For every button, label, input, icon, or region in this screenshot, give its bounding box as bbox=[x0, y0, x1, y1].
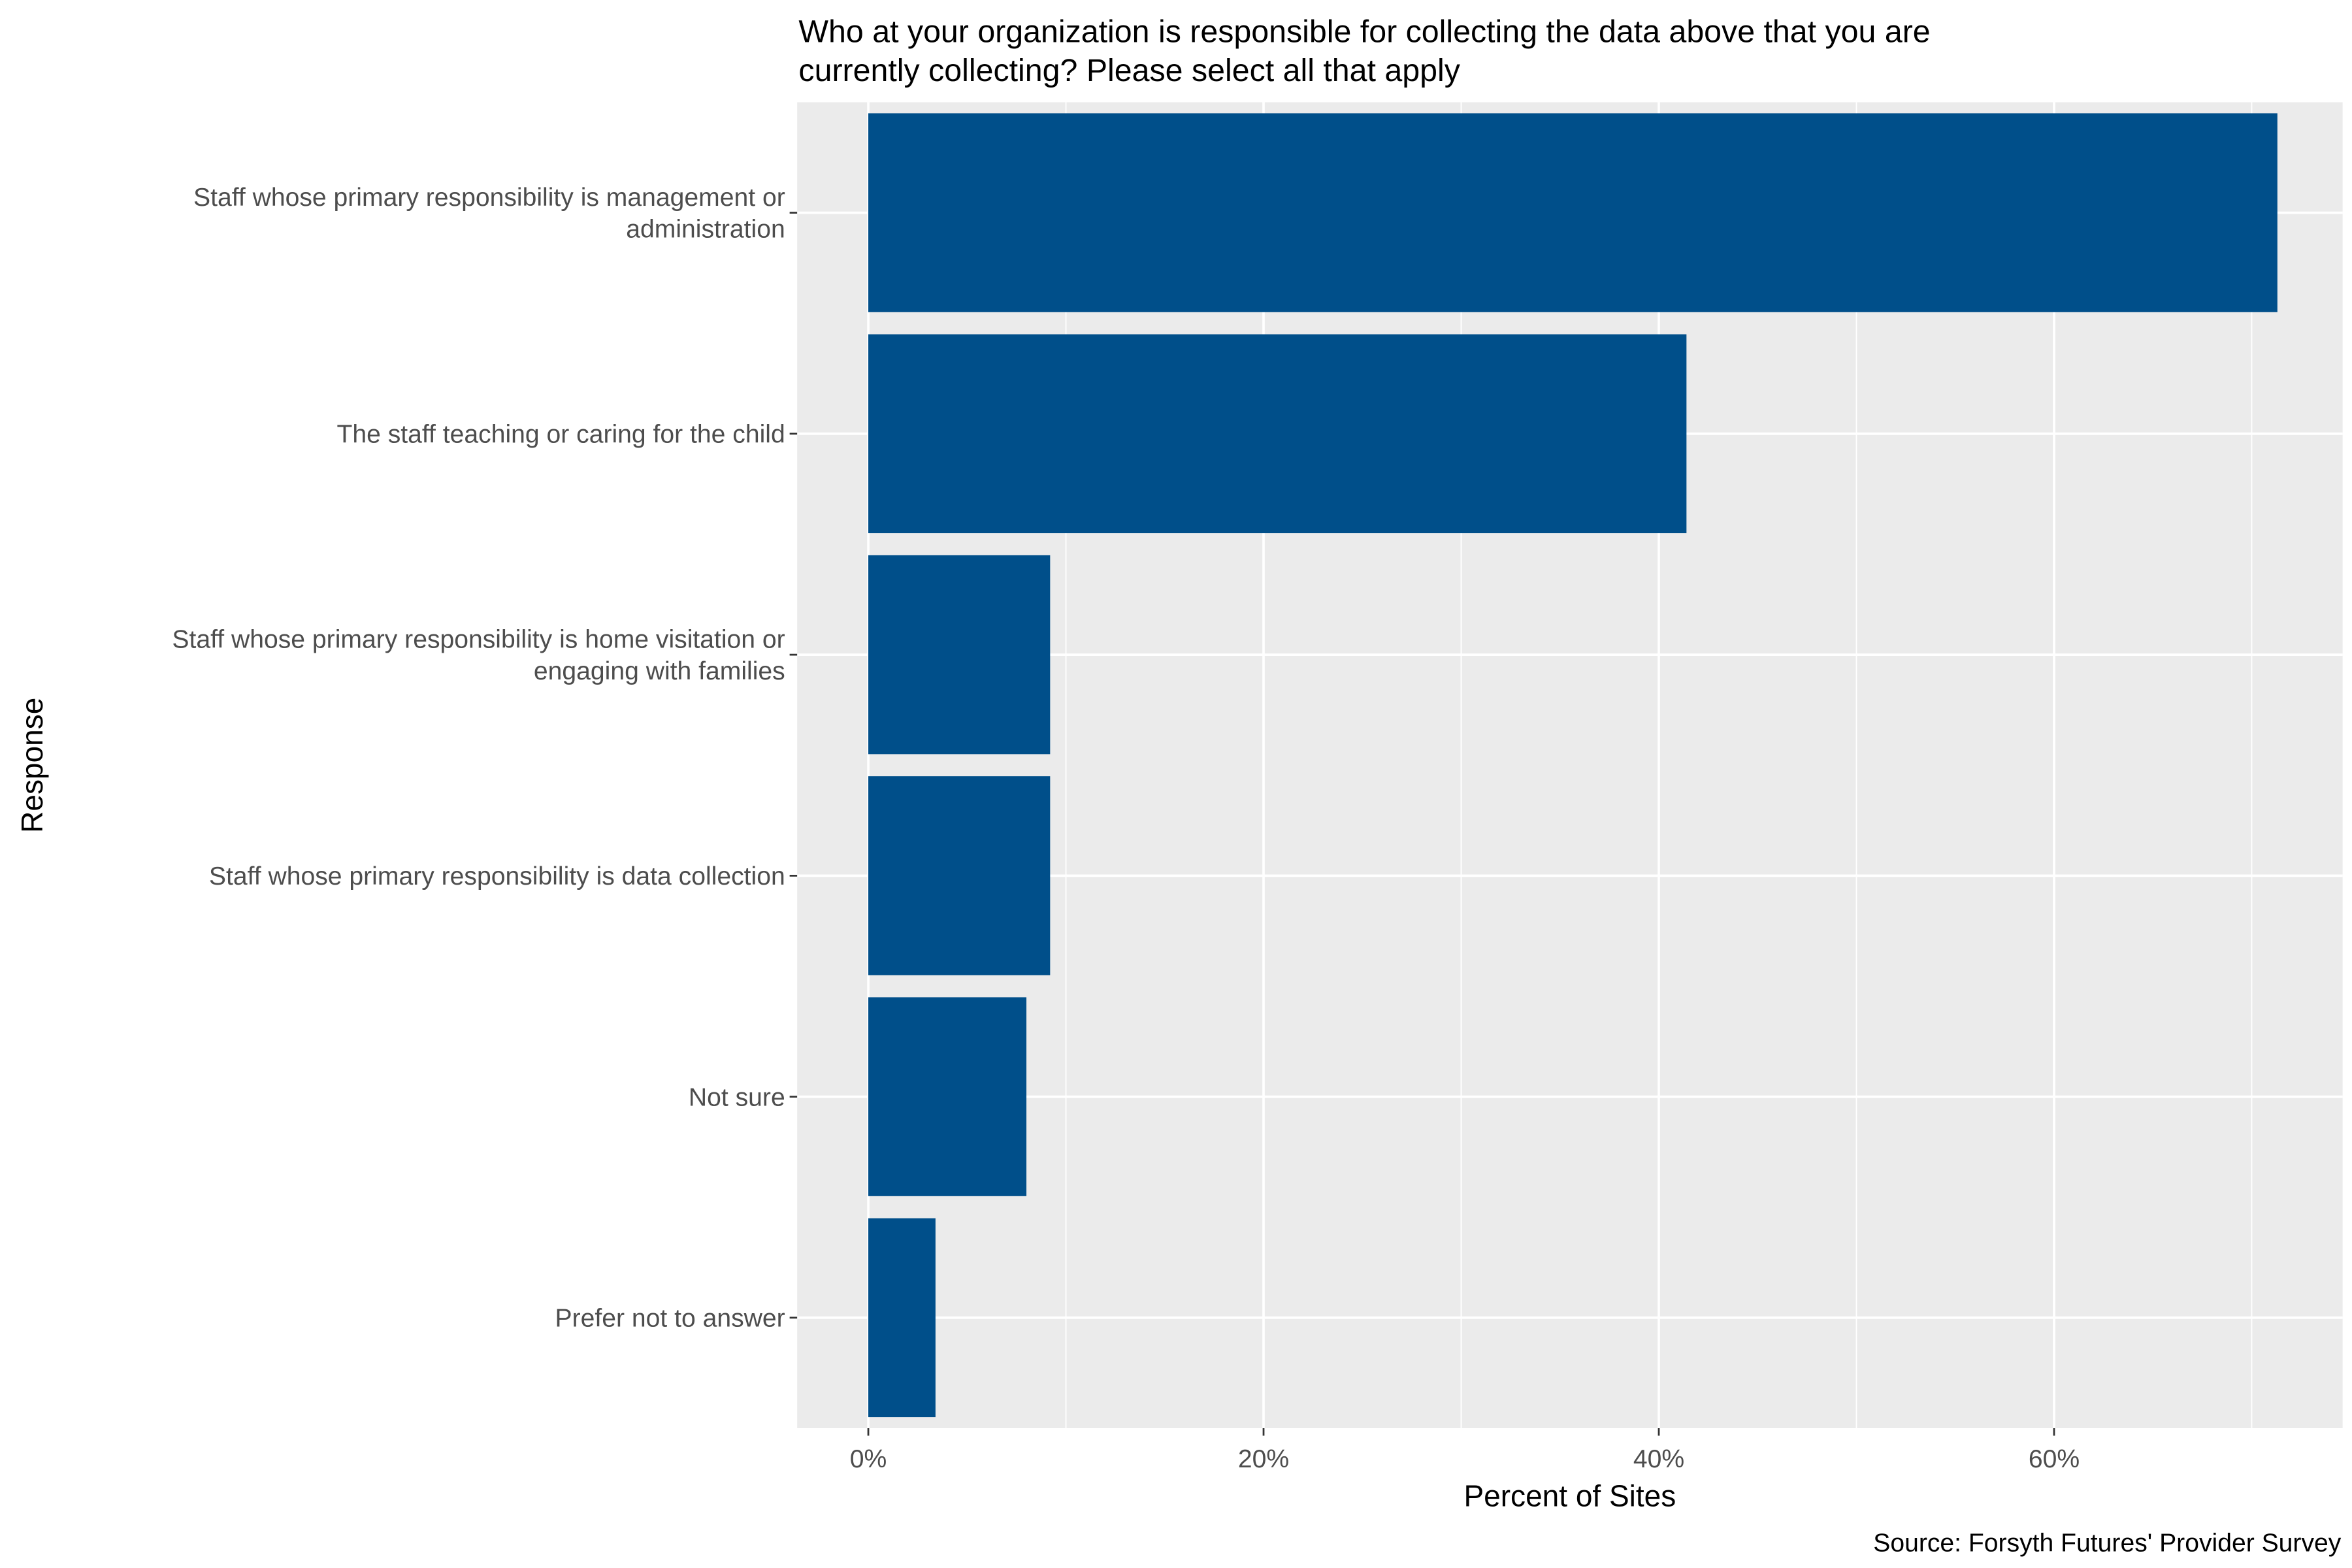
bar bbox=[868, 113, 2278, 312]
y-tick-label: Prefer not to answer bbox=[555, 1305, 785, 1333]
x-axis-title: Percent of Sites bbox=[1463, 1479, 1676, 1513]
chart-title-line-2: currently collecting? Please select all … bbox=[798, 53, 1460, 88]
bar bbox=[868, 1218, 936, 1418]
y-tick-label: Staff whose primary responsibility is da… bbox=[209, 862, 785, 890]
y-tick-label: Staff whose primary responsibility is ma… bbox=[193, 184, 785, 212]
plot-panel bbox=[797, 102, 2343, 1429]
bar bbox=[868, 555, 1051, 755]
x-tick-label: 0% bbox=[850, 1445, 887, 1473]
y-tick-label: engaging with families bbox=[534, 657, 785, 685]
caption: Source: Forsyth Futures' Provider Survey bbox=[1873, 1529, 2341, 1558]
y-tick-label: administration bbox=[626, 216, 785, 244]
bar bbox=[868, 997, 1027, 1196]
x-tick-label: 20% bbox=[1238, 1445, 1289, 1473]
bar bbox=[868, 334, 1687, 534]
y-axis-title: Response bbox=[15, 698, 49, 833]
chart-title-line-1: Who at your organization is responsible … bbox=[798, 14, 1930, 49]
y-tick-label: Staff whose primary responsibility is ho… bbox=[172, 626, 785, 654]
bar bbox=[868, 776, 1051, 975]
x-tick-label: 60% bbox=[2029, 1445, 2080, 1473]
x-tick-label: 40% bbox=[1633, 1445, 1684, 1473]
y-tick-label: The staff teaching or caring for the chi… bbox=[336, 421, 785, 449]
y-tick-label: Not sure bbox=[689, 1083, 785, 1111]
